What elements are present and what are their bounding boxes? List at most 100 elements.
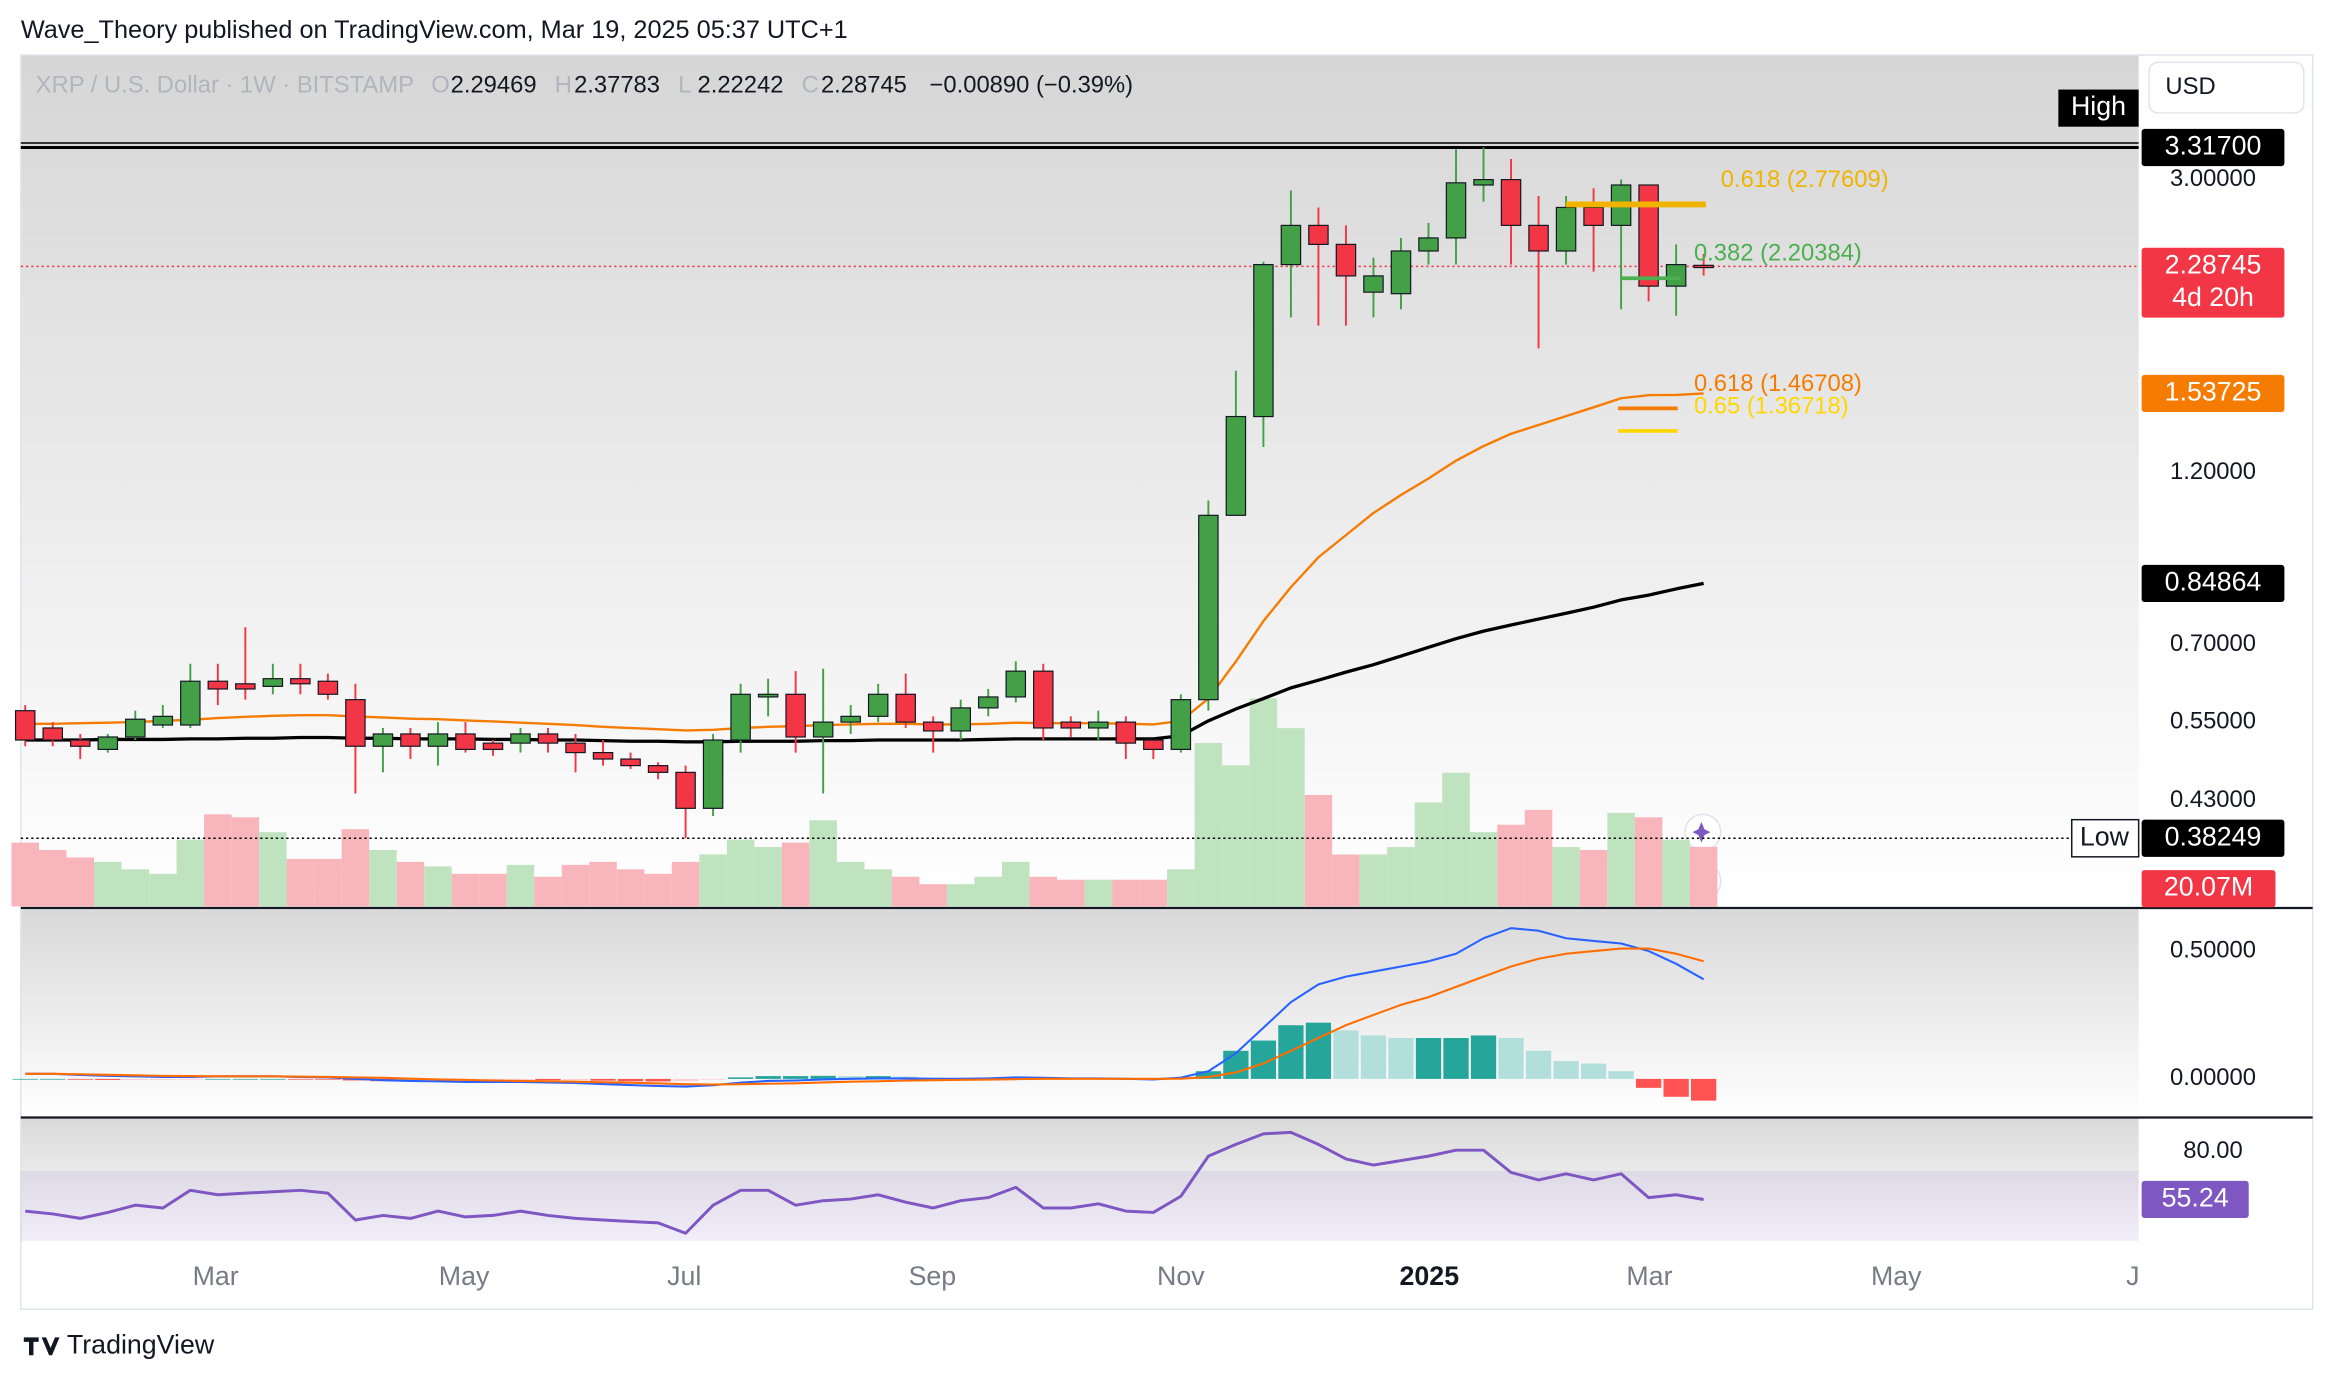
- volume-bar: [864, 869, 892, 907]
- macd-histogram-bar: [562, 1078, 589, 1081]
- volume-bar: [1524, 809, 1553, 907]
- volume-bar: [1057, 879, 1085, 907]
- rsi-line: [25, 1130, 1704, 1235]
- volume-bar: [699, 854, 727, 907]
- volume-bar: [1634, 817, 1663, 907]
- volume-bar: [121, 869, 150, 907]
- fib-label: 0.382 (2.20384): [1694, 240, 1862, 267]
- macd-histogram-bar: [150, 1078, 176, 1080]
- low-tag-box: [2070, 818, 2140, 858]
- x-tick-label: May: [439, 1261, 490, 1291]
- candle-body: [757, 693, 779, 698]
- candle-body: [1033, 670, 1054, 729]
- volume-bar: [919, 884, 947, 907]
- candle-body: [427, 733, 449, 747]
- candle-body: [69, 739, 91, 747]
- moving-average: [25, 392, 1704, 732]
- candle-body: [510, 733, 531, 744]
- fib-label: 0.65 (1.36718): [1694, 392, 1849, 419]
- macd-histogram-bar: [205, 1078, 231, 1080]
- volume-bar: [176, 839, 205, 907]
- macd-histogram-bar: [1635, 1078, 1662, 1088]
- x-tick-label: Mar: [193, 1261, 239, 1291]
- x-tick-label: Sep: [909, 1261, 957, 1291]
- volume-bar: [1084, 879, 1113, 907]
- macd-histogram-bar: [535, 1078, 561, 1081]
- candle-body: [812, 721, 834, 738]
- macd-histogram-bar: [67, 1078, 93, 1080]
- volume-bar: [836, 861, 865, 907]
- currency[interactable]: USD: [2165, 73, 2215, 100]
- volume-bar: [644, 873, 672, 907]
- candle-body: [977, 696, 999, 709]
- volume-bar: [424, 866, 452, 907]
- ma-value-box: [2141, 374, 2285, 413]
- candle-body: [867, 693, 889, 717]
- x-tick-label: J: [2126, 1261, 2139, 1291]
- currency-button[interactable]: [2148, 61, 2305, 114]
- ma-value: 1.53725: [2165, 376, 2262, 406]
- volume-bar: [974, 876, 1003, 907]
- macd-histogram-bar: [1278, 1025, 1304, 1079]
- macd-histogram-bar: [1691, 1078, 1717, 1101]
- candle-body: [1280, 224, 1302, 266]
- moving-average: [25, 581, 1704, 744]
- ohlc-key: O: [431, 71, 450, 98]
- macd-histogram-bar: [95, 1078, 121, 1080]
- macd-histogram-bar: [1470, 1035, 1497, 1079]
- ma-value: 0.84864: [2165, 566, 2262, 596]
- volume-bar: [506, 864, 535, 907]
- candle-body: [125, 718, 146, 738]
- volume-bar: [341, 829, 370, 907]
- volume-bar: [1112, 879, 1140, 907]
- macd-histogram-bar: [1415, 1038, 1442, 1079]
- frame: [20, 54, 2314, 1310]
- ma-value-box: [2141, 564, 2285, 602]
- volume-bar: [11, 842, 39, 907]
- macd-histogram-bar: [1553, 1061, 1579, 1079]
- volume-bar: [1662, 839, 1690, 907]
- candle-body: [730, 693, 751, 741]
- volume-bar: [231, 817, 260, 907]
- candle-body: [1060, 721, 1082, 729]
- volume-bar: [1359, 854, 1388, 907]
- macd-histogram-bar: [122, 1078, 148, 1080]
- macd-histogram-bar: [590, 1078, 616, 1081]
- macd-tick-label: 0.50000: [2170, 936, 2256, 963]
- y-tick-label: 0.55000: [2170, 707, 2256, 734]
- volume-bar: [891, 876, 920, 907]
- macd-histogram-bar: [672, 1078, 699, 1082]
- candle-body: [922, 721, 944, 732]
- ohlc-value: 2.28745: [821, 71, 907, 98]
- candle-body: [1445, 182, 1467, 239]
- y-tick-label: 0.70000: [2170, 630, 2256, 657]
- volume-bar: [754, 847, 782, 907]
- volume-bar: [66, 857, 95, 907]
- macd-histogram-bar: [727, 1077, 754, 1079]
- volume-bar: [589, 861, 617, 907]
- ohlc-legend: O 2.29469 H 2.37783 L 2.22242 C 2.28745: [431, 71, 907, 98]
- x-tick-label: Mar: [1626, 1261, 1672, 1291]
- candle-body: [1253, 263, 1274, 418]
- event-icon: [1692, 821, 1711, 843]
- volume-bar: [1222, 765, 1250, 907]
- volume-bar: [1304, 795, 1333, 907]
- candle-body: [1555, 206, 1577, 252]
- candle-body: [1528, 224, 1549, 252]
- candle-body: [1115, 721, 1137, 744]
- fib-label: 0.618 (2.77609): [1721, 166, 1889, 193]
- last-price-box: [2141, 247, 2285, 318]
- candle-body: [1665, 263, 1687, 287]
- volume-bar: [286, 858, 315, 907]
- volume-bar: [369, 850, 397, 907]
- x-tick-label: Jul: [667, 1261, 701, 1291]
- ohlc-key: C: [802, 71, 819, 98]
- rsi-tick-label: 80.00: [2183, 1137, 2243, 1164]
- volume-bar: [1469, 832, 1498, 907]
- x-tick-label: 2025: [1400, 1261, 1460, 1291]
- low-price-box: [2141, 819, 2285, 857]
- volume-bar: [314, 858, 342, 907]
- candle-body: [14, 710, 36, 741]
- candle-body: [317, 680, 339, 695]
